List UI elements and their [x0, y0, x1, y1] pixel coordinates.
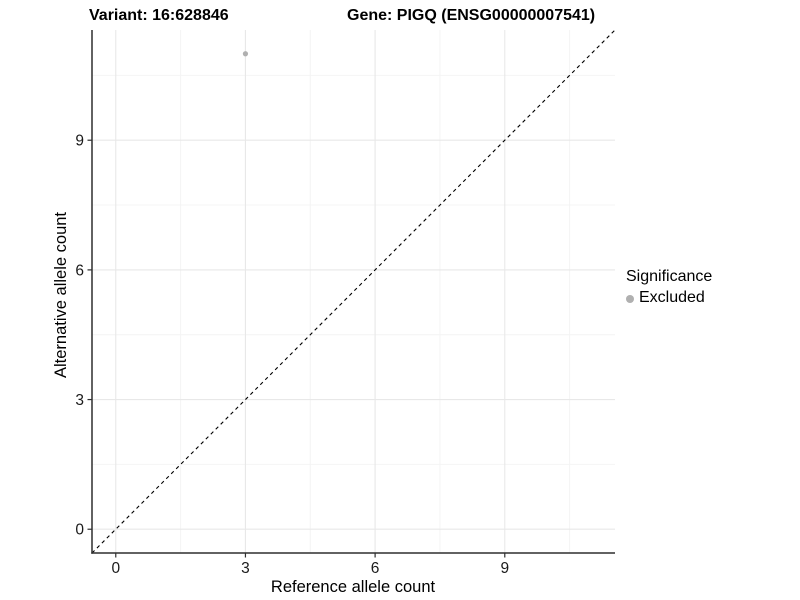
- data-marks: [91, 29, 616, 554]
- data-point: [242, 51, 249, 57]
- x-tick-label: 0: [111, 560, 120, 577]
- y-axis-label: Alternative allele count: [52, 212, 70, 378]
- x-axis-label: Reference allele count: [271, 578, 436, 596]
- variant-title: Variant: 16:628846: [89, 7, 229, 24]
- legend-item-label: Excluded: [639, 289, 705, 307]
- legend-point-icon: [626, 294, 634, 303]
- y-tick-label: 3: [75, 392, 84, 409]
- legend: Significance Excluded: [626, 268, 712, 308]
- axes: 0 3 6 9 0 3 6 9: [75, 30, 615, 577]
- x-tick-label: 3: [241, 560, 250, 577]
- y-tick-label: 0: [75, 522, 84, 539]
- legend-title: Significance: [626, 268, 713, 285]
- y-tick-label: 6: [75, 262, 84, 279]
- x-tick-label: 6: [371, 560, 380, 577]
- y-tick-label: 9: [75, 133, 84, 150]
- identity-reference-line: [91, 29, 616, 554]
- legend-item-excluded: Excluded: [626, 289, 712, 307]
- x-tick-label: 9: [500, 560, 509, 577]
- gridlines: [92, 30, 615, 553]
- gene-title: Gene: PIGQ (ENSG00000007541): [347, 7, 596, 24]
